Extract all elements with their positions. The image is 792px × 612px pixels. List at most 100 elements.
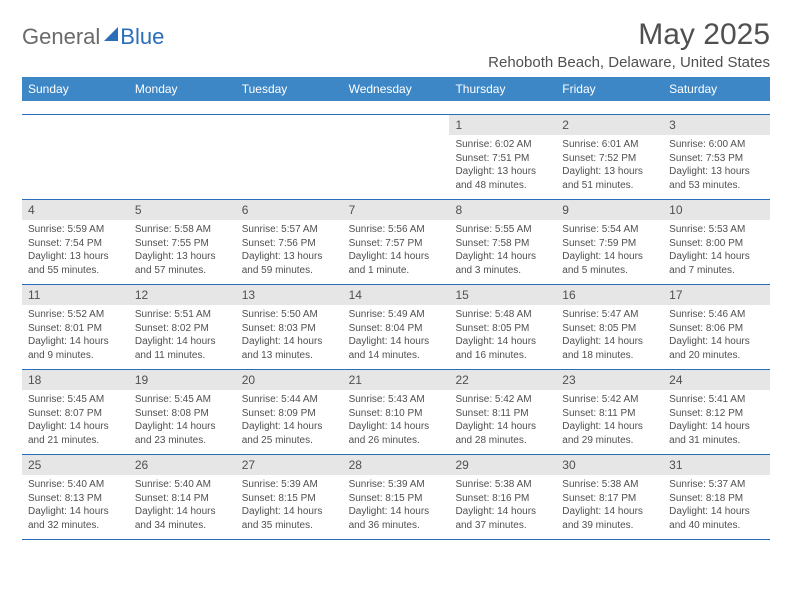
day-header-row: Sunday Monday Tuesday Wednesday Thursday… (22, 77, 770, 101)
day-sunrise: Sunrise: 6:01 AM (562, 138, 657, 152)
day-daylight2: and 18 minutes. (562, 349, 657, 363)
day-cell: 17Sunrise: 5:46 AMSunset: 8:06 PMDayligh… (663, 285, 770, 369)
day-details: Sunrise: 5:45 AMSunset: 8:07 PMDaylight:… (22, 390, 129, 453)
day-sunrise: Sunrise: 5:41 AM (669, 393, 764, 407)
day-cell: 4Sunrise: 5:59 AMSunset: 7:54 PMDaylight… (22, 200, 129, 284)
day-sunrise: Sunrise: 5:59 AM (28, 223, 123, 237)
day-daylight2: and 14 minutes. (349, 349, 444, 363)
day-daylight1: Daylight: 13 hours (242, 250, 337, 264)
day-cell: 15Sunrise: 5:48 AMSunset: 8:05 PMDayligh… (449, 285, 556, 369)
day-daylight1: Daylight: 14 hours (242, 505, 337, 519)
day-number: 30 (556, 455, 663, 475)
day-header-wednesday: Wednesday (343, 77, 450, 101)
day-daylight2: and 9 minutes. (28, 349, 123, 363)
day-number: 9 (556, 200, 663, 220)
day-sunset: Sunset: 8:04 PM (349, 322, 444, 336)
day-daylight1: Daylight: 14 hours (455, 505, 550, 519)
day-daylight2: and 32 minutes. (28, 519, 123, 533)
calendar-page: General Blue May 2025 Rehoboth Beach, De… (0, 0, 792, 540)
day-daylight2: and 23 minutes. (135, 434, 230, 448)
day-daylight2: and 34 minutes. (135, 519, 230, 533)
day-number: 19 (129, 370, 236, 390)
day-cell: 19Sunrise: 5:45 AMSunset: 8:08 PMDayligh… (129, 370, 236, 454)
day-daylight1: Daylight: 14 hours (242, 335, 337, 349)
day-header-thursday: Thursday (449, 77, 556, 101)
day-daylight2: and 28 minutes. (455, 434, 550, 448)
day-daylight1: Daylight: 14 hours (242, 420, 337, 434)
day-number: 26 (129, 455, 236, 475)
day-number: 13 (236, 285, 343, 305)
week-row: 4Sunrise: 5:59 AMSunset: 7:54 PMDaylight… (22, 200, 770, 285)
day-daylight2: and 40 minutes. (669, 519, 764, 533)
day-daylight1: Daylight: 14 hours (349, 505, 444, 519)
day-daylight2: and 29 minutes. (562, 434, 657, 448)
day-sunrise: Sunrise: 6:00 AM (669, 138, 764, 152)
day-details: Sunrise: 5:44 AMSunset: 8:09 PMDaylight:… (236, 390, 343, 453)
day-details: Sunrise: 5:54 AMSunset: 7:59 PMDaylight:… (556, 220, 663, 283)
day-details: Sunrise: 6:01 AMSunset: 7:52 PMDaylight:… (556, 135, 663, 198)
day-number: 1 (449, 115, 556, 135)
day-daylight1: Daylight: 14 hours (562, 335, 657, 349)
day-details: Sunrise: 5:53 AMSunset: 8:00 PMDaylight:… (663, 220, 770, 283)
day-cell: 22Sunrise: 5:42 AMSunset: 8:11 PMDayligh… (449, 370, 556, 454)
day-daylight2: and 25 minutes. (242, 434, 337, 448)
month-title: May 2025 (488, 18, 770, 52)
day-daylight1: Daylight: 13 hours (28, 250, 123, 264)
day-daylight1: Daylight: 14 hours (349, 420, 444, 434)
day-cell (22, 115, 129, 199)
day-sunset: Sunset: 8:02 PM (135, 322, 230, 336)
day-details: Sunrise: 5:42 AMSunset: 8:11 PMDaylight:… (449, 390, 556, 453)
day-daylight1: Daylight: 14 hours (135, 420, 230, 434)
day-header-monday: Monday (129, 77, 236, 101)
day-sunrise: Sunrise: 5:57 AM (242, 223, 337, 237)
day-sunrise: Sunrise: 5:37 AM (669, 478, 764, 492)
logo-triangle-icon (104, 27, 118, 41)
day-sunrise: Sunrise: 5:39 AM (242, 478, 337, 492)
day-number: 31 (663, 455, 770, 475)
day-daylight2: and 31 minutes. (669, 434, 764, 448)
logo: General Blue (22, 18, 164, 50)
day-number: 10 (663, 200, 770, 220)
day-daylight2: and 5 minutes. (562, 264, 657, 278)
day-sunset: Sunset: 8:15 PM (242, 492, 337, 506)
day-daylight1: Daylight: 14 hours (135, 505, 230, 519)
day-details: Sunrise: 5:39 AMSunset: 8:15 PMDaylight:… (236, 475, 343, 538)
day-sunset: Sunset: 8:10 PM (349, 407, 444, 421)
day-sunrise: Sunrise: 5:46 AM (669, 308, 764, 322)
day-details: Sunrise: 5:50 AMSunset: 8:03 PMDaylight:… (236, 305, 343, 368)
day-cell: 25Sunrise: 5:40 AMSunset: 8:13 PMDayligh… (22, 455, 129, 539)
day-daylight1: Daylight: 14 hours (349, 250, 444, 264)
day-daylight2: and 20 minutes. (669, 349, 764, 363)
day-details: Sunrise: 6:02 AMSunset: 7:51 PMDaylight:… (449, 135, 556, 198)
day-sunset: Sunset: 8:05 PM (455, 322, 550, 336)
day-daylight2: and 51 minutes. (562, 179, 657, 193)
day-sunrise: Sunrise: 5:47 AM (562, 308, 657, 322)
day-sunset: Sunset: 8:11 PM (562, 407, 657, 421)
day-daylight1: Daylight: 14 hours (28, 505, 123, 519)
day-sunset: Sunset: 7:59 PM (562, 237, 657, 251)
day-daylight2: and 1 minute. (349, 264, 444, 278)
day-number: 16 (556, 285, 663, 305)
day-cell: 12Sunrise: 5:51 AMSunset: 8:02 PMDayligh… (129, 285, 236, 369)
day-cell: 1Sunrise: 6:02 AMSunset: 7:51 PMDaylight… (449, 115, 556, 199)
day-cell: 11Sunrise: 5:52 AMSunset: 8:01 PMDayligh… (22, 285, 129, 369)
day-details: Sunrise: 5:59 AMSunset: 7:54 PMDaylight:… (22, 220, 129, 283)
location-label: Rehoboth Beach, Delaware, United States (488, 54, 770, 71)
day-sunrise: Sunrise: 5:56 AM (349, 223, 444, 237)
day-sunrise: Sunrise: 5:38 AM (455, 478, 550, 492)
spacer-row (22, 101, 770, 115)
day-sunrise: Sunrise: 5:43 AM (349, 393, 444, 407)
day-sunset: Sunset: 7:55 PM (135, 237, 230, 251)
day-header-friday: Friday (556, 77, 663, 101)
day-cell: 30Sunrise: 5:38 AMSunset: 8:17 PMDayligh… (556, 455, 663, 539)
day-details: Sunrise: 5:51 AMSunset: 8:02 PMDaylight:… (129, 305, 236, 368)
day-daylight1: Daylight: 13 hours (562, 165, 657, 179)
day-details: Sunrise: 6:00 AMSunset: 7:53 PMDaylight:… (663, 135, 770, 198)
day-cell: 28Sunrise: 5:39 AMSunset: 8:15 PMDayligh… (343, 455, 450, 539)
day-number: 14 (343, 285, 450, 305)
day-daylight2: and 48 minutes. (455, 179, 550, 193)
day-number: 29 (449, 455, 556, 475)
day-cell: 7Sunrise: 5:56 AMSunset: 7:57 PMDaylight… (343, 200, 450, 284)
day-daylight2: and 26 minutes. (349, 434, 444, 448)
day-sunset: Sunset: 8:14 PM (135, 492, 230, 506)
